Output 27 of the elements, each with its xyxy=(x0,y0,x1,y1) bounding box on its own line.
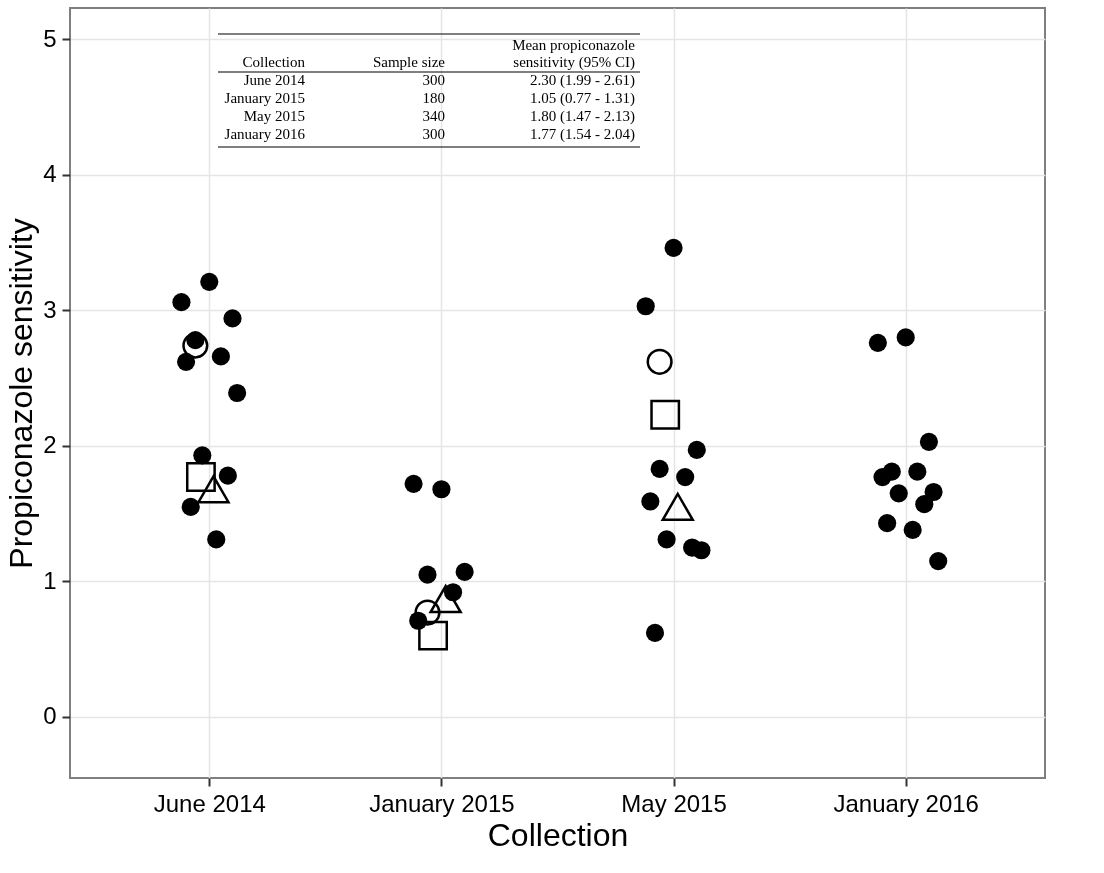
annotation: Collection xyxy=(242,54,306,70)
annotation: 300 xyxy=(422,126,445,142)
annotation: June 2014 xyxy=(243,72,306,88)
annotation: January 2015 xyxy=(224,90,305,106)
y-tick-label: 2 xyxy=(43,431,57,459)
annotation: 300 xyxy=(422,72,445,88)
annotation: January 2016 xyxy=(224,126,306,142)
annotation: 1.05 (0.77 - 1.31) xyxy=(530,90,635,107)
y-tick-label: 4 xyxy=(43,160,57,188)
annotation: 180 xyxy=(422,90,445,106)
annotation: May 2015 xyxy=(243,108,305,124)
y-tick-label: 1 xyxy=(43,566,57,594)
y-tick-label: 5 xyxy=(43,24,57,52)
x-axis-title: Collection xyxy=(487,816,629,853)
annotation: Sample size xyxy=(372,54,446,70)
annotation: 1.77 (1.54 - 2.04) xyxy=(530,126,635,143)
annotation: 2.30 (1.99 - 2.61) xyxy=(530,72,635,89)
y-axis-title: Propiconazole sensitivity xyxy=(3,218,40,569)
x-tick-label: May 2015 xyxy=(621,789,727,817)
annotation: 1.80 (1.47 - 2.13) xyxy=(530,108,635,125)
x-tick-label: January 2016 xyxy=(833,789,979,817)
y-tick-label: 0 xyxy=(43,702,57,730)
x-tick-label: January 2015 xyxy=(369,789,515,817)
x-tick-label: June 2014 xyxy=(153,789,266,817)
y-tick-label: 3 xyxy=(43,295,57,323)
annotation: 340 xyxy=(422,108,445,124)
annotation: Mean propiconazole sensitivity (95% CI) xyxy=(512,37,636,71)
